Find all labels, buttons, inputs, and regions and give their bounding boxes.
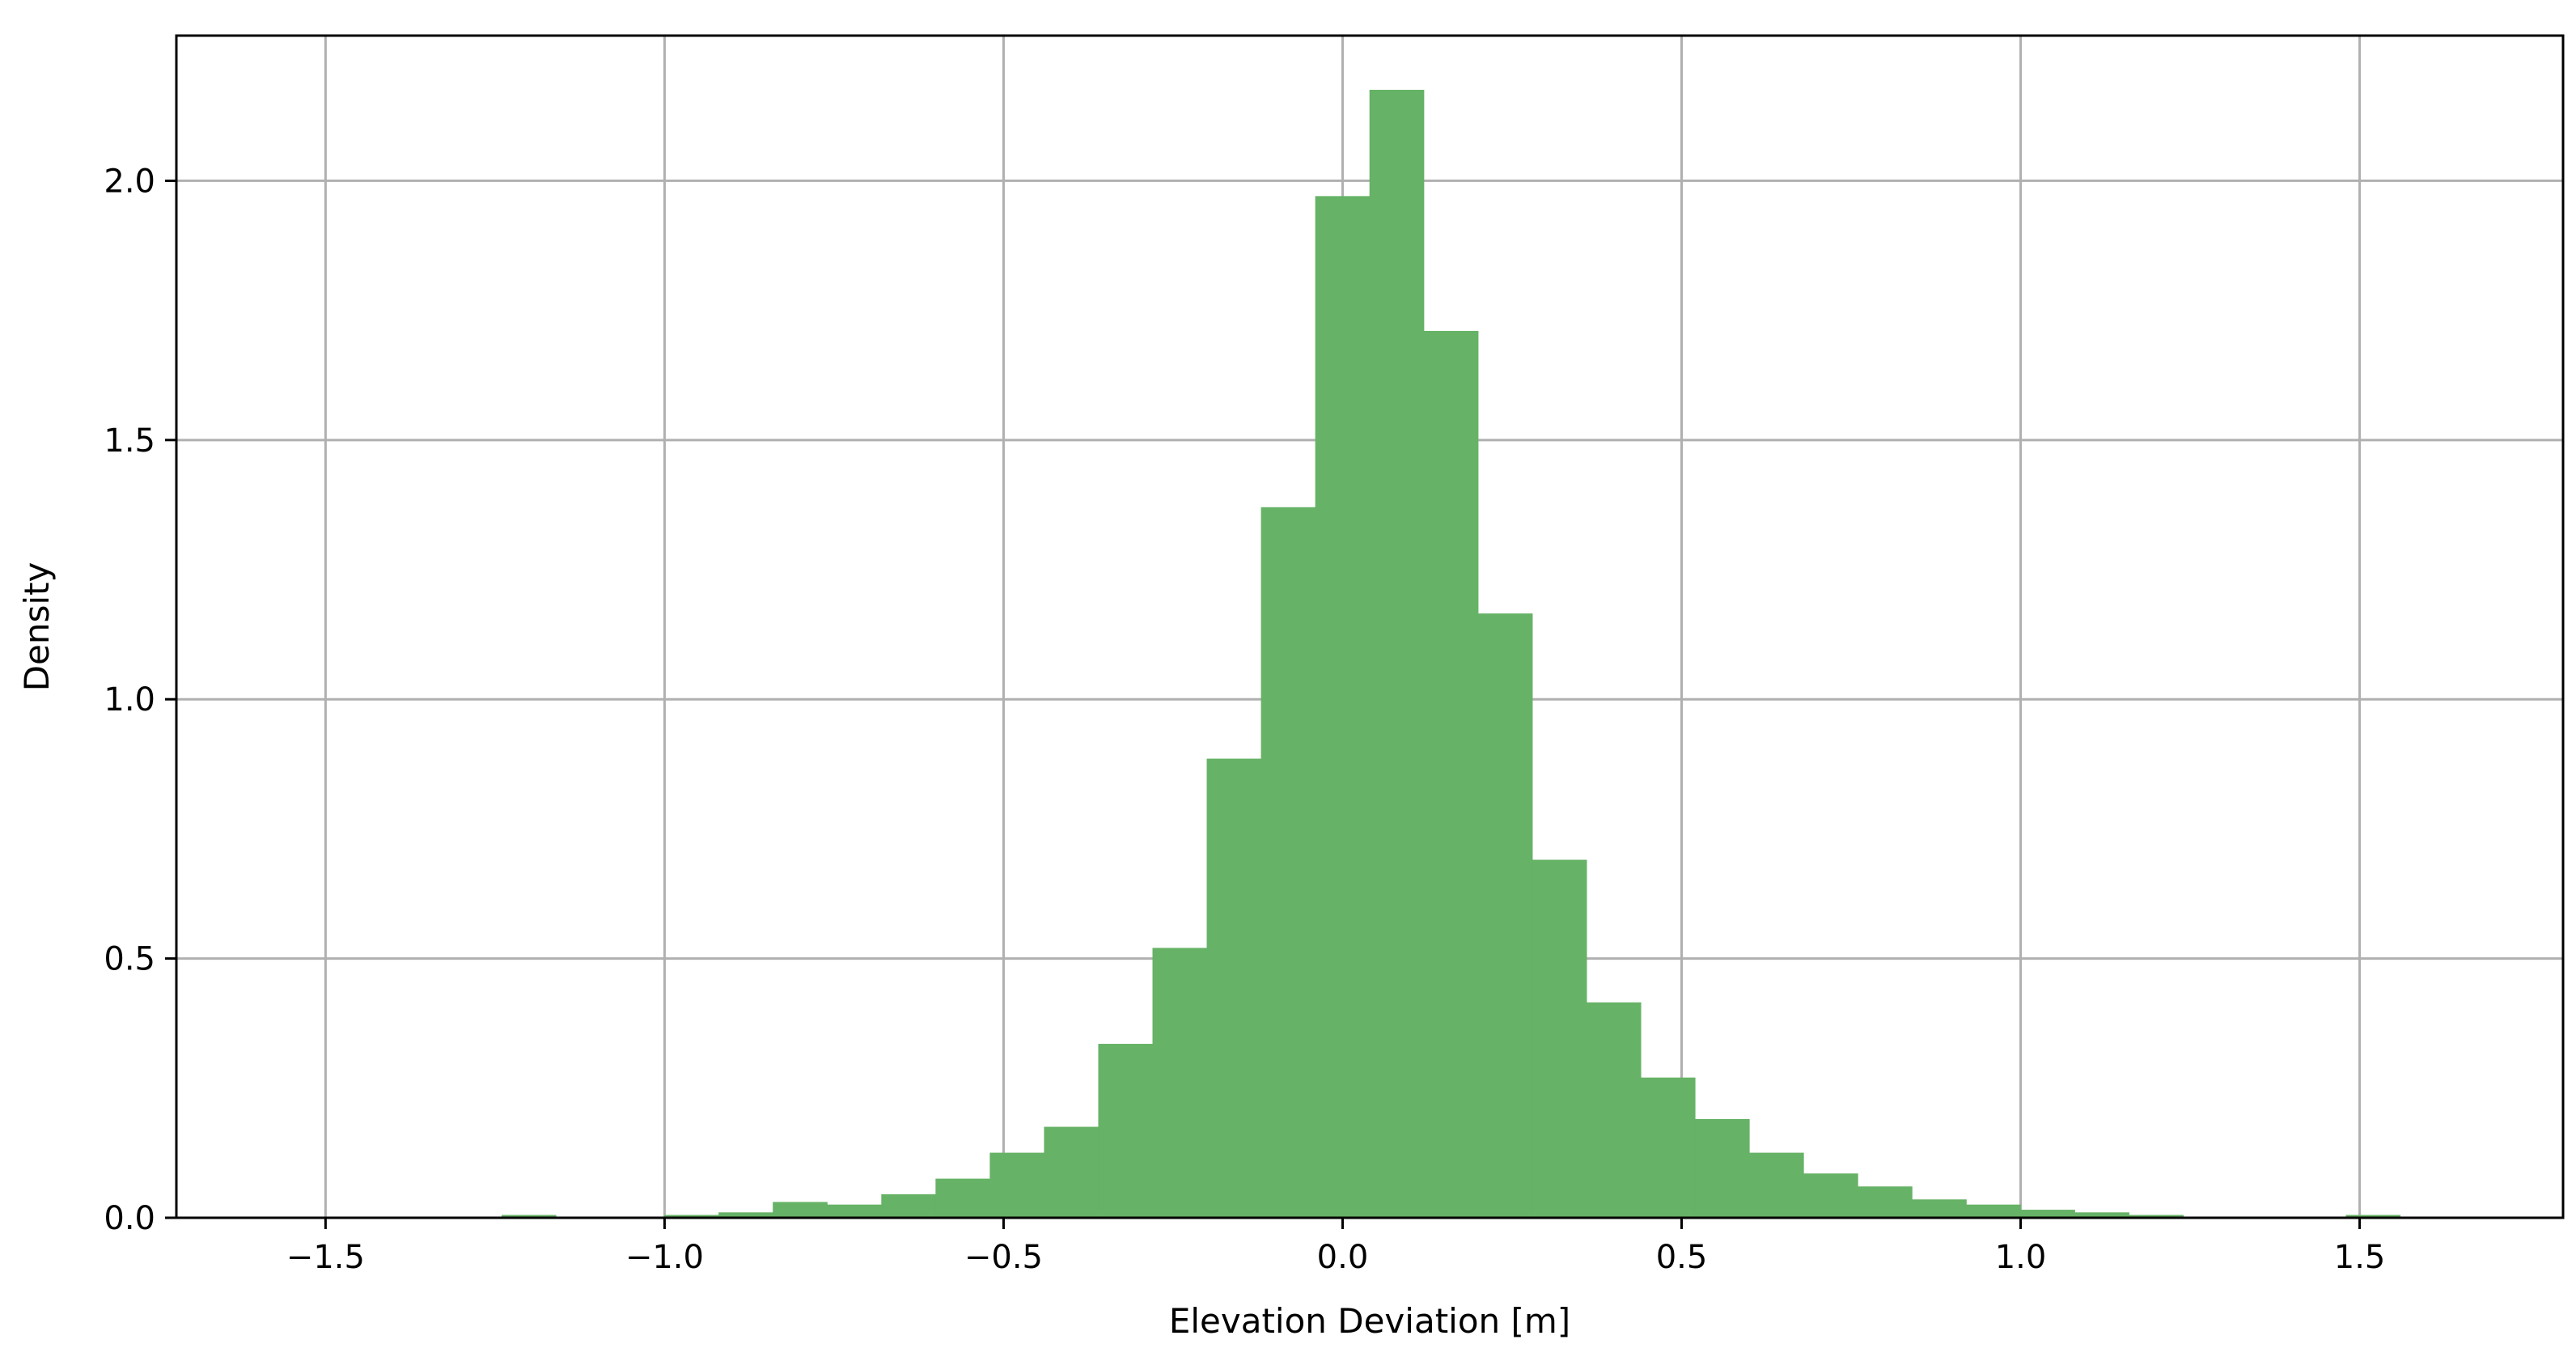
histogram-bar bbox=[1640, 1077, 1696, 1219]
y-tick-label: 1.0 bbox=[104, 681, 155, 719]
histogram-bar bbox=[1694, 1118, 1750, 1219]
x-tick-label: 0.0 bbox=[1317, 1239, 1369, 1276]
histogram-bar bbox=[1260, 507, 1316, 1219]
histogram-bar bbox=[1477, 613, 1533, 1219]
histogram-bar bbox=[1369, 89, 1425, 1219]
x-axis-ticks: −1.5 −1.0 −0.5 0.0 0.5 1.0 1.5 bbox=[286, 1218, 2386, 1276]
x-tick-label: −1.5 bbox=[286, 1239, 365, 1276]
x-axis-label: Elevation Deviation [m] bbox=[1169, 1301, 1570, 1341]
axes-frame bbox=[175, 34, 2565, 1219]
histogram-bar bbox=[1586, 1002, 1642, 1219]
histogram-bar bbox=[1966, 1204, 2021, 1219]
histogram-bar bbox=[1206, 758, 1262, 1219]
histogram-bar bbox=[1858, 1186, 1913, 1219]
histogram-bar bbox=[1152, 948, 1208, 1219]
histogram-bar bbox=[1044, 1126, 1099, 1219]
histogram-bar bbox=[1749, 1152, 1804, 1219]
histogram-bars bbox=[501, 89, 2401, 1219]
x-tick-label: −0.5 bbox=[964, 1239, 1043, 1276]
histogram-bar bbox=[935, 1178, 990, 1219]
y-tick-label: 0.5 bbox=[104, 941, 155, 978]
histogram-bar bbox=[1423, 330, 1479, 1219]
histogram-bar bbox=[1912, 1199, 1967, 1219]
x-tick-label: 1.0 bbox=[1995, 1239, 2047, 1276]
x-tick-label: 0.5 bbox=[1656, 1239, 1708, 1276]
histogram-bar bbox=[881, 1194, 936, 1219]
y-axis-ticks: 0.0 0.5 1.0 1.5 2.0 bbox=[104, 163, 176, 1237]
y-tick-label: 0.0 bbox=[104, 1200, 155, 1237]
histogram-bar bbox=[827, 1204, 882, 1219]
y-axis-label: Density bbox=[17, 562, 57, 692]
histogram-bar bbox=[773, 1202, 828, 1219]
x-tick-label: −1.0 bbox=[625, 1239, 704, 1276]
y-tick-label: 2.0 bbox=[104, 163, 155, 200]
histogram-bar bbox=[1803, 1173, 1858, 1219]
x-tick-label: 1.5 bbox=[2334, 1239, 2386, 1276]
histogram-bar bbox=[989, 1152, 1045, 1219]
histogram-bar bbox=[1532, 859, 1587, 1219]
histogram-bar bbox=[1315, 196, 1371, 1219]
axes bbox=[175, 34, 2565, 1219]
histogram-bar bbox=[1098, 1044, 1154, 1219]
y-tick-label: 1.5 bbox=[104, 422, 155, 460]
